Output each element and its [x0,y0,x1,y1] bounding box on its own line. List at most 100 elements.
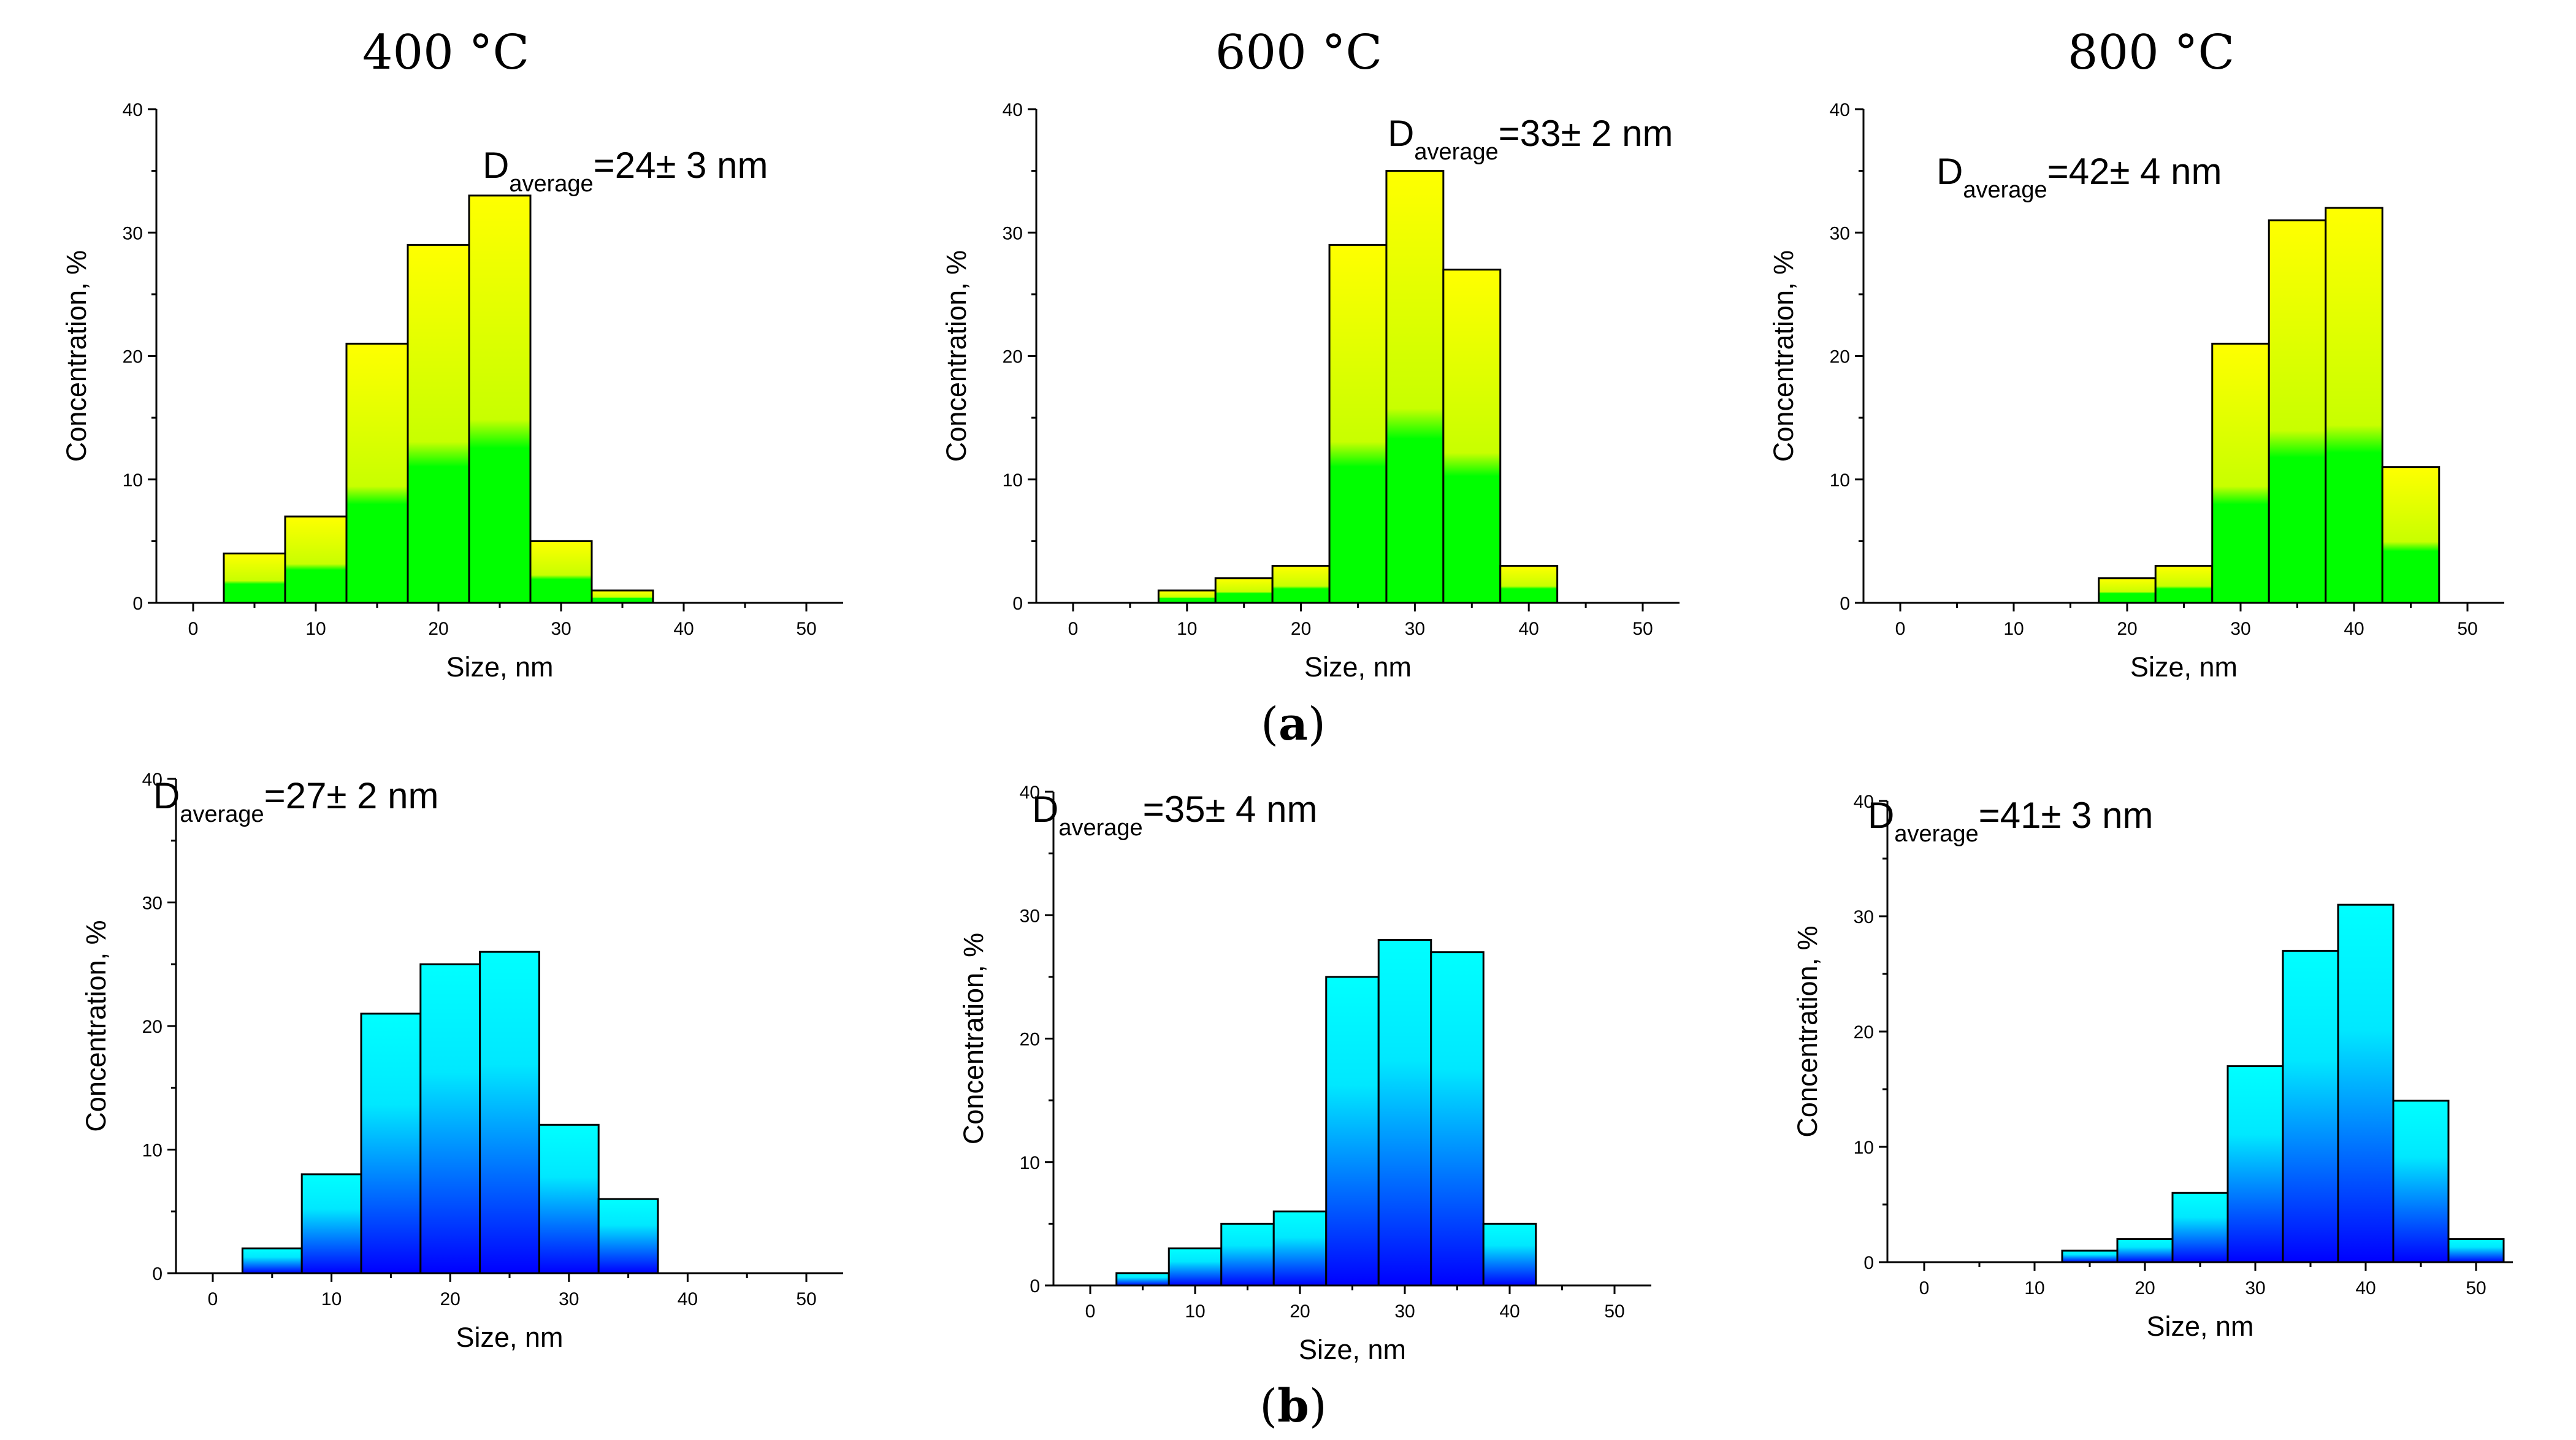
bar-b-600-15 [1220,1222,1275,1287]
y-tick-label-b-400-20: 20 [142,1017,162,1037]
y-tick-label-b-600-0: 0 [1030,1276,1040,1296]
y-tick-label-a-800-40: 40 [1830,100,1850,120]
bar-b-600-10 [1168,1247,1223,1287]
y-axis-label-b-600: Concentration, % [958,933,989,1144]
average-size-annotation-b-800: Daverage=41± 3 nm [1868,795,2153,847]
x-tick-label-a-600-40: 40 [1519,619,1539,639]
x-tick-label-a-600-30: 30 [1405,619,1425,639]
y-tick-label-b-800-10: 10 [1854,1138,1874,1158]
average-size-annotation-a-400: Daverage=24± 3 nm [483,145,768,197]
bar-b-800-25 [2171,1192,2229,1263]
x-tick-label-b-800-30: 30 [2245,1278,2265,1298]
y-tick-label-a-400-10: 10 [123,470,143,491]
x-tick-label-b-600-10: 10 [1185,1301,1205,1322]
y-tick-label-b-600-30: 30 [1020,906,1040,926]
x-tick-label-b-400-30: 30 [559,1289,579,1309]
bar-a-600-10 [1157,589,1217,604]
x-tick-label-a-800-20: 20 [2117,619,2137,639]
histogram-a-400: 0 10 20 30 40 0 10 20 30 40 50 Size, nm Concentratio… [61,100,843,683]
bar-a-800-20 [2098,577,2157,604]
y-tick-label-a-400-40: 40 [123,100,143,120]
average-size-annotation-a-600: Daverage=33± 2 nm [1388,113,1673,165]
histogram-b-400: 0 10 20 30 40 0 10 20 30 40 50 Size, nm Concentratio… [80,770,843,1353]
average-size-annotation-b-400: Daverage=27± 2 nm [153,775,438,827]
y-tick-label-a-800-0: 0 [1840,594,1850,614]
bar-b-600-30 [1377,939,1432,1287]
panel-label-b: (b) [1259,1380,1327,1433]
y-tick-label-a-600-10: 10 [1003,470,1023,491]
x-tick-label-b-800-10: 10 [2024,1278,2044,1298]
x-tick-label-a-600-10: 10 [1177,619,1197,639]
x-axis-label-a-400: Size, nm [446,651,553,683]
bar-b-400-10 [300,1173,362,1274]
bar-a-800-35 [2268,219,2327,604]
y-tick-label-b-800-20: 20 [1854,1022,1874,1043]
x-axis-label-b-800: Size, nm [2146,1311,2253,1342]
bar-b-400-5 [241,1247,303,1274]
x-tick-label-b-600-30: 30 [1394,1301,1415,1322]
x-tick-label-b-400-20: 20 [440,1289,461,1309]
y-tick-label-a-400-20: 20 [123,347,143,367]
x-tick-label-b-600-20: 20 [1290,1301,1310,1322]
bar-b-400-20 [419,963,481,1274]
histogram-b-800: 0 10 20 30 40 0 10 20 30 40 50 Size, nm Concentratio… [1792,792,2513,1342]
bar-b-600-35 [1430,951,1485,1287]
bar-a-400-15 [345,342,409,604]
y-axis-label-a-800: Concentration, % [1768,250,1799,462]
bar-a-400-35 [590,589,654,604]
y-tick-label-a-400-30: 30 [123,223,143,243]
bar-a-800-25 [2154,565,2214,604]
x-tick-label-b-600-0: 0 [1085,1301,1096,1322]
y-axis-label-b-800: Concentration, % [1792,925,1823,1137]
x-tick-label-b-400-0: 0 [208,1289,218,1309]
y-tick-label-b-800-0: 0 [1863,1253,1874,1273]
y-tick-label-b-400-10: 10 [142,1141,162,1161]
x-tick-label-b-800-20: 20 [2135,1278,2155,1298]
average-size-annotation-b-600: Daverage=35± 4 nm [1032,789,1317,841]
x-tick-label-a-600-20: 20 [1291,619,1311,639]
histogram-b-600: 0 10 20 30 40 0 10 20 30 40 50 Size, nm Concentratio… [958,783,1651,1365]
column-title-600: 600 °C [1215,25,1382,80]
y-tick-label-b-600-40: 40 [1020,783,1040,803]
x-tick-label-b-400-40: 40 [678,1289,698,1309]
panel-label-a: (a) [1261,698,1326,751]
y-tick-label-b-400-0: 0 [152,1264,162,1284]
x-tick-label-b-800-0: 0 [1919,1278,1930,1298]
bar-b-400-30 [538,1124,600,1274]
x-tick-label-a-800-30: 30 [2230,619,2250,639]
bar-b-800-35 [2282,949,2339,1263]
x-tick-label-a-400-10: 10 [305,619,326,639]
bar-a-800-45 [2381,466,2440,604]
x-tick-label-a-400-50: 50 [796,619,816,639]
y-tick-label-b-600-10: 10 [1020,1153,1040,1173]
bar-b-600-25 [1325,976,1380,1287]
y-tick-label-b-800-30: 30 [1854,907,1874,927]
column-title-800: 800 °C [2068,25,2234,80]
x-tick-label-b-600-50: 50 [1604,1301,1624,1322]
y-axis-label-a-400: Concentration, % [61,250,92,462]
y-tick-label-a-600-40: 40 [1003,100,1023,120]
x-tick-label-a-400-30: 30 [551,619,571,639]
y-axis-label-a-600: Concentration, % [941,250,972,462]
x-tick-label-a-800-0: 0 [1895,619,1906,639]
bar-b-800-40 [2337,903,2394,1263]
bar-b-400-15 [360,1013,422,1274]
bar-b-400-35 [597,1198,659,1274]
x-tick-label-a-800-50: 50 [2457,619,2477,639]
y-tick-label-a-600-0: 0 [1012,594,1023,614]
bar-a-400-20 [407,243,470,604]
bar-a-800-40 [2325,207,2383,604]
y-tick-label-a-600-20: 20 [1003,347,1023,367]
bar-b-800-30 [2226,1065,2284,1263]
bar-a-600-15 [1214,577,1274,604]
x-tick-label-b-400-10: 10 [321,1289,342,1309]
bar-b-600-40 [1482,1222,1537,1287]
bar-a-400-30 [529,540,593,604]
y-tick-label-a-600-30: 30 [1003,223,1023,243]
x-tick-label-a-800-40: 40 [2344,619,2364,639]
bar-b-800-20 [2116,1238,2174,1263]
x-tick-label-b-600-40: 40 [1499,1301,1519,1322]
bar-b-600-20 [1272,1210,1328,1287]
x-tick-label-b-400-50: 50 [796,1289,816,1309]
